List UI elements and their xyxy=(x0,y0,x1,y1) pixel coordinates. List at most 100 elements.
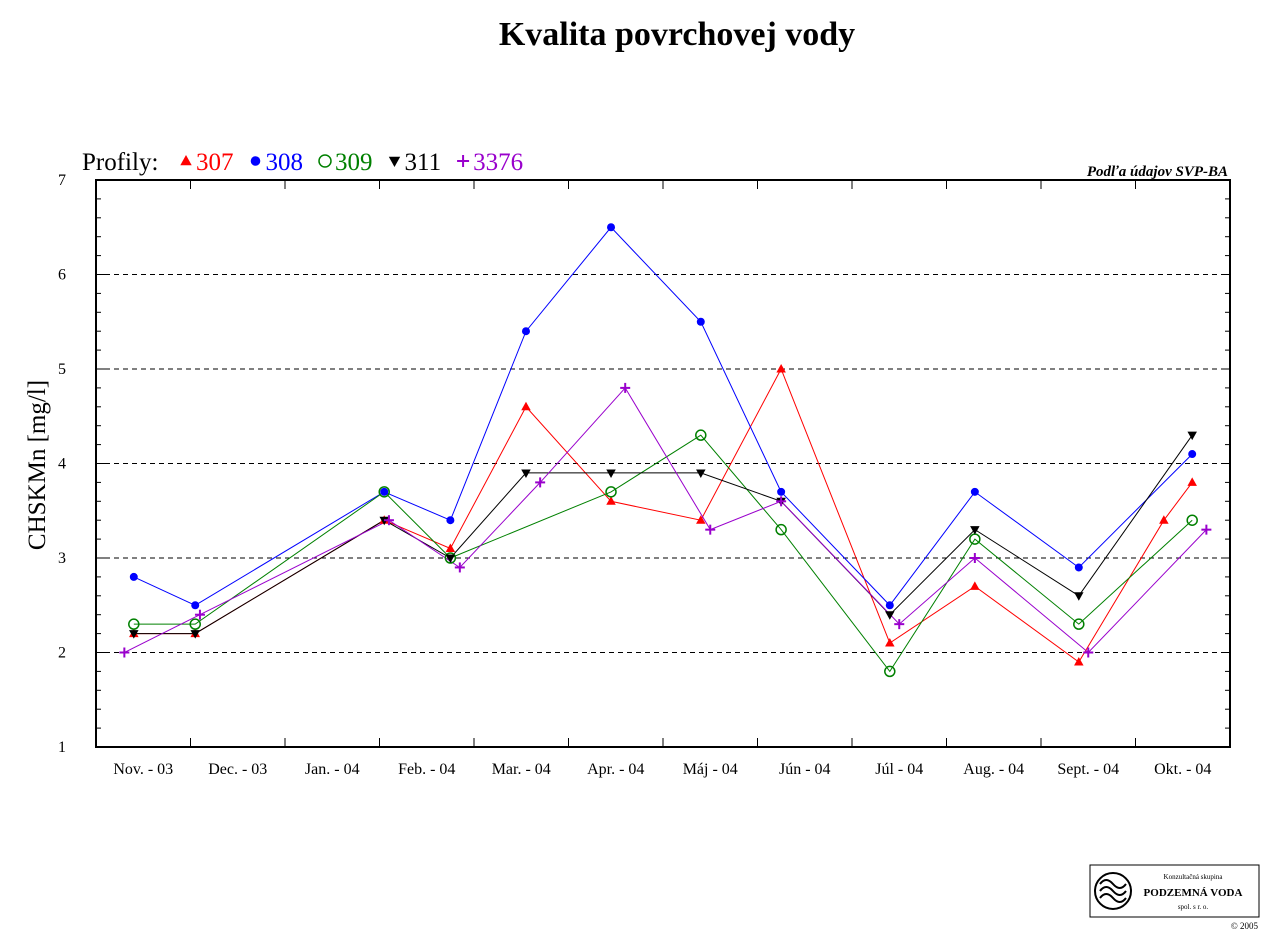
point-308 xyxy=(446,516,455,525)
company-logo: Konzultačná skupina PODZEMNÁ VODA spol. … xyxy=(1089,864,1260,931)
point-311 xyxy=(970,526,980,535)
series-lines xyxy=(124,226,1207,673)
logo-line-1: Konzultačná skupina xyxy=(1164,873,1224,881)
point-308 xyxy=(191,601,200,610)
point-3376 xyxy=(776,496,787,507)
legend-label-3376: 3376 xyxy=(473,149,523,176)
point-3376 xyxy=(383,515,394,526)
x-tick-label: Apr. - 04 xyxy=(587,761,644,778)
legend-marker-309-icon xyxy=(318,154,332,168)
point-311 xyxy=(696,469,706,478)
plot-frame xyxy=(95,179,1231,748)
series-line-307 xyxy=(133,367,1193,663)
point-307 xyxy=(696,515,706,524)
y-tick-label: 1 xyxy=(58,739,66,756)
y-axis-label: CHSKMn [mg/l] xyxy=(24,380,51,550)
point-307 xyxy=(1159,515,1169,524)
legend-entry-311: 311 xyxy=(388,149,442,176)
point-3376 xyxy=(119,647,130,658)
point-309 xyxy=(695,429,707,441)
x-tick-label: Jan. - 04 xyxy=(305,761,360,778)
point-308 xyxy=(1074,563,1083,572)
point-308 xyxy=(607,223,616,232)
logo-line-3: spol. s r. o. xyxy=(1178,903,1209,911)
legend: Profily: 307 308 309 311 3376 xyxy=(82,149,523,176)
legend-label-309: 309 xyxy=(335,149,373,176)
point-308 xyxy=(696,317,705,326)
point-308 xyxy=(521,327,530,336)
point-3376 xyxy=(1201,524,1212,535)
point-311 xyxy=(1074,592,1084,601)
point-311 xyxy=(521,469,531,478)
y-tick-label: 4 xyxy=(58,456,66,473)
x-tick-label: Júl - 04 xyxy=(875,761,923,778)
point-3376 xyxy=(1083,647,1094,658)
point-3376 xyxy=(705,524,716,535)
point-311 xyxy=(885,611,895,620)
series-markers xyxy=(119,223,1212,678)
point-311 xyxy=(606,469,616,478)
point-3376 xyxy=(194,609,205,620)
x-tick-label: Jún - 04 xyxy=(779,761,831,778)
legend-label-311: 311 xyxy=(405,149,442,176)
x-tick-label: Dec. - 03 xyxy=(208,761,267,778)
logo-line-2: PODZEMNÁ VODA xyxy=(1144,887,1243,899)
x-tick-label: Nov. - 03 xyxy=(113,761,173,778)
point-311 xyxy=(190,630,200,639)
point-308 xyxy=(777,487,786,496)
point-307 xyxy=(1187,477,1197,486)
point-3376 xyxy=(620,382,631,393)
point-309 xyxy=(1073,618,1085,630)
legend-entry-307: 307 xyxy=(180,149,234,176)
y-tick-label: 6 xyxy=(58,267,66,284)
point-307 xyxy=(885,638,895,647)
series-line-311 xyxy=(133,434,1193,635)
point-308 xyxy=(380,487,389,496)
x-tick-label: Sept. - 04 xyxy=(1057,761,1119,778)
chart-title: Kvalita povrchovej vody xyxy=(499,16,855,53)
point-3376 xyxy=(454,562,465,573)
point-307 xyxy=(970,581,980,590)
copyright: © 2005 xyxy=(1231,921,1259,931)
y-tick-label: 7 xyxy=(58,172,66,189)
point-311 xyxy=(129,630,139,639)
legend-marker-307-icon xyxy=(180,155,192,166)
series-line-309 xyxy=(133,434,1193,673)
point-3376 xyxy=(535,477,546,488)
series-line-308 xyxy=(133,226,1193,607)
point-309 xyxy=(378,486,390,498)
point-309 xyxy=(775,523,787,536)
x-tick-label: Mar. - 04 xyxy=(492,761,551,778)
legend-label-307: 307 xyxy=(196,149,234,176)
legend-entry-309: 309 xyxy=(318,149,373,176)
legend-title: Profily: xyxy=(82,149,158,176)
x-tick-label: Feb. - 04 xyxy=(398,761,455,778)
y-tick-label: 2 xyxy=(58,645,66,662)
legend-entry-3376: 3376 xyxy=(457,149,523,176)
point-309 xyxy=(189,618,201,630)
series-line-3376 xyxy=(124,387,1207,654)
point-307 xyxy=(606,496,616,505)
legend-entry-308: 308 xyxy=(250,149,303,176)
x-tick-label: Máj - 04 xyxy=(683,761,738,778)
legend-marker-311-icon xyxy=(388,156,401,167)
y-tick-label: 3 xyxy=(58,550,66,567)
legend-marker-308-icon xyxy=(250,156,261,166)
point-307 xyxy=(1074,656,1084,666)
legend-marker-3376-icon xyxy=(457,155,470,167)
logo-mark-icon xyxy=(1094,872,1132,910)
point-3376 xyxy=(894,619,905,630)
x-tick-label: Aug. - 04 xyxy=(963,761,1024,778)
point-307 xyxy=(521,401,531,411)
point-309 xyxy=(605,486,617,498)
point-307 xyxy=(776,364,786,373)
point-311 xyxy=(445,554,456,563)
point-309 xyxy=(128,618,140,630)
y-tick-label: 5 xyxy=(58,361,66,378)
point-309 xyxy=(1186,514,1198,526)
point-308 xyxy=(885,601,894,610)
point-307 xyxy=(445,543,456,553)
grid xyxy=(96,274,1230,653)
point-3376 xyxy=(969,553,980,563)
